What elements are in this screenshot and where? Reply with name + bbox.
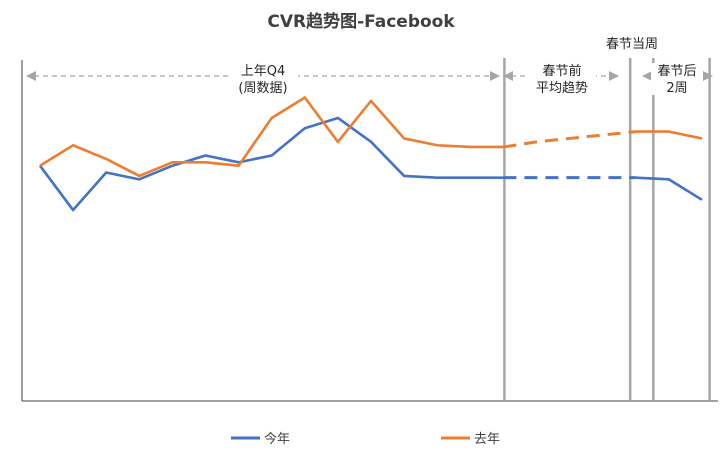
pre-arrow-head-right <box>609 71 619 81</box>
series-line-this-year-1 <box>38 116 504 212</box>
chart-title: CVR趋势图-Facebook <box>267 11 455 32</box>
series-layer <box>38 96 703 212</box>
week-label: 春节当周 <box>606 37 658 52</box>
post-arrow-head-right <box>703 71 713 81</box>
pre-arrow-head-left <box>503 71 513 81</box>
series-line-this-year-2 <box>635 176 703 201</box>
series-dashed-last-year <box>503 130 636 149</box>
q4-label-line1: 上年Q4 <box>241 64 286 79</box>
q4-arrow-head-right <box>490 71 500 81</box>
period-dividers <box>503 58 711 400</box>
series-line-last-year-2 <box>635 130 703 140</box>
pre-label-bg <box>528 63 596 95</box>
pre-label-line2: 平均趋势 <box>536 80 588 96</box>
post-label-line2: 2周 <box>666 81 687 96</box>
q4-arrow-head-left <box>26 71 36 81</box>
legend-label-this-year: 今年 <box>264 431 290 447</box>
legend-label-last-year: 去年 <box>474 432 500 447</box>
post-arrow-head-left <box>642 71 652 81</box>
q4-label-line2: (周数据) <box>238 81 287 96</box>
legend: 今年 去年 <box>231 431 500 447</box>
series-line-last-year-1 <box>39 96 504 178</box>
q4-label-bg <box>228 63 298 95</box>
post-label-line1: 春节后 <box>657 64 696 79</box>
pre-label-line1: 春节前 <box>542 63 581 79</box>
post-label-bg <box>651 63 703 95</box>
arrow-heads <box>26 71 713 81</box>
